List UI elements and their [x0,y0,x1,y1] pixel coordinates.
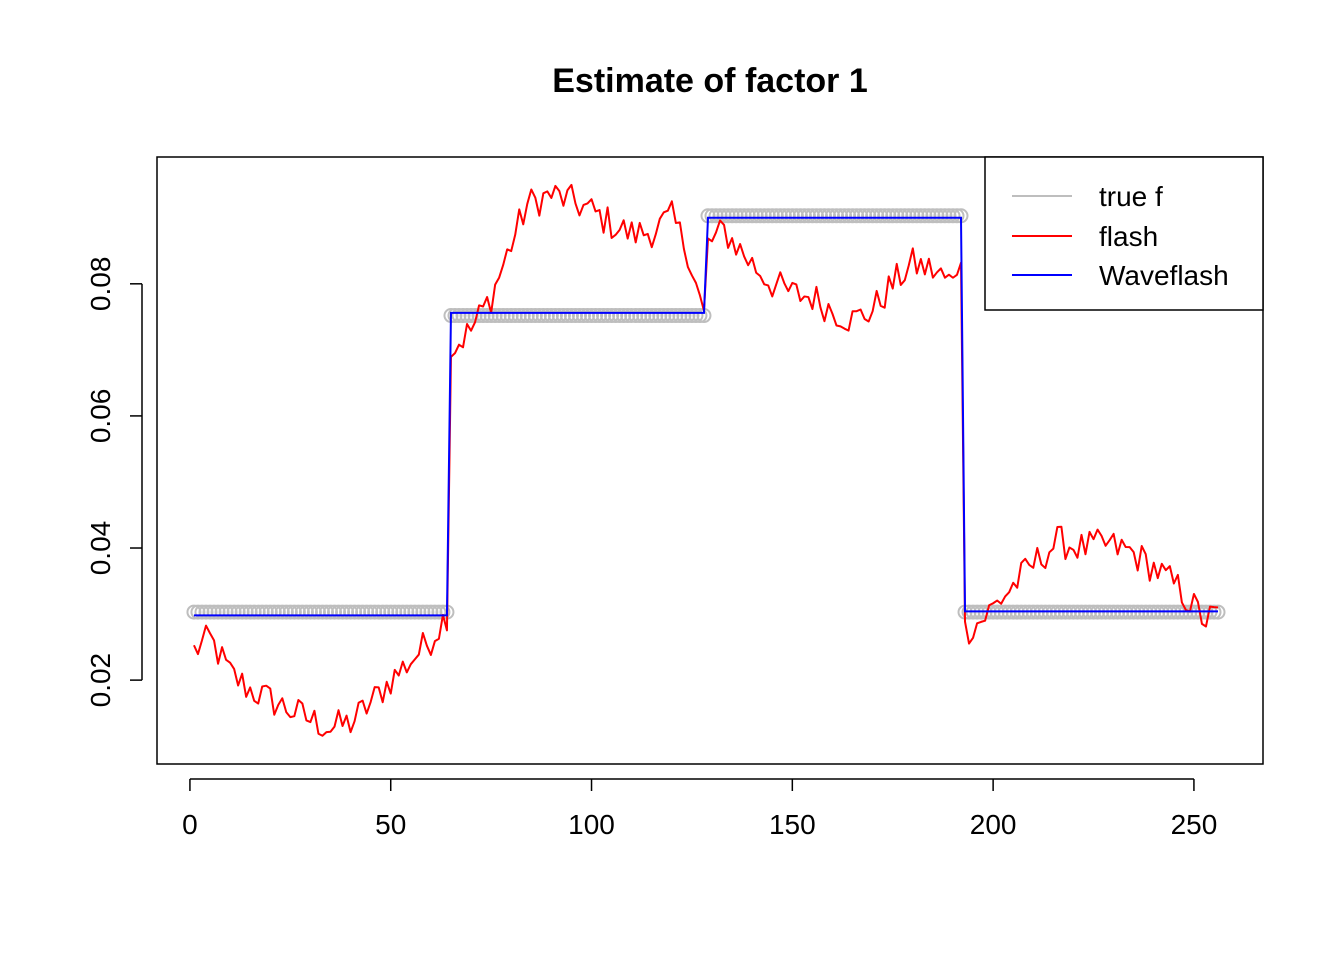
legend-box [984,156,1264,311]
y-axis: 0.02 0.04 0.06 0.08 [85,257,143,708]
x-tick-label: 0 [182,809,198,840]
x-tick-label: 200 [970,809,1017,840]
x-tick-label: 50 [375,809,406,840]
true-f-point [431,604,447,620]
y-tick-label: 0.02 [85,653,116,708]
x-axis: 0 50 100 150 200 250 [182,778,1218,840]
legend-label-waveflash: Waveflash [1099,260,1229,291]
waveflash-line [193,216,1219,617]
series-true-f [186,208,1226,620]
series-waveflash [193,216,1219,617]
true-f-point [692,308,708,324]
y-tick-label: 0.06 [85,389,116,444]
legend-label-flash: flash [1099,221,1158,252]
x-tick-label: 250 [1171,809,1218,840]
y-tick-label: 0.08 [85,257,116,312]
x-tick-label: 150 [769,809,816,840]
legend-label-true-f: true f [1099,181,1163,212]
chart-title: Estimate of factor 1 [552,62,868,100]
y-tick-label: 0.04 [85,521,116,576]
plot-frame [156,156,1264,765]
true-f-point [688,308,704,324]
x-tick-label: 100 [568,809,615,840]
legend: true f flash Waveflash [984,156,1264,311]
true-f-point [949,208,965,224]
true-f-point [945,208,961,224]
